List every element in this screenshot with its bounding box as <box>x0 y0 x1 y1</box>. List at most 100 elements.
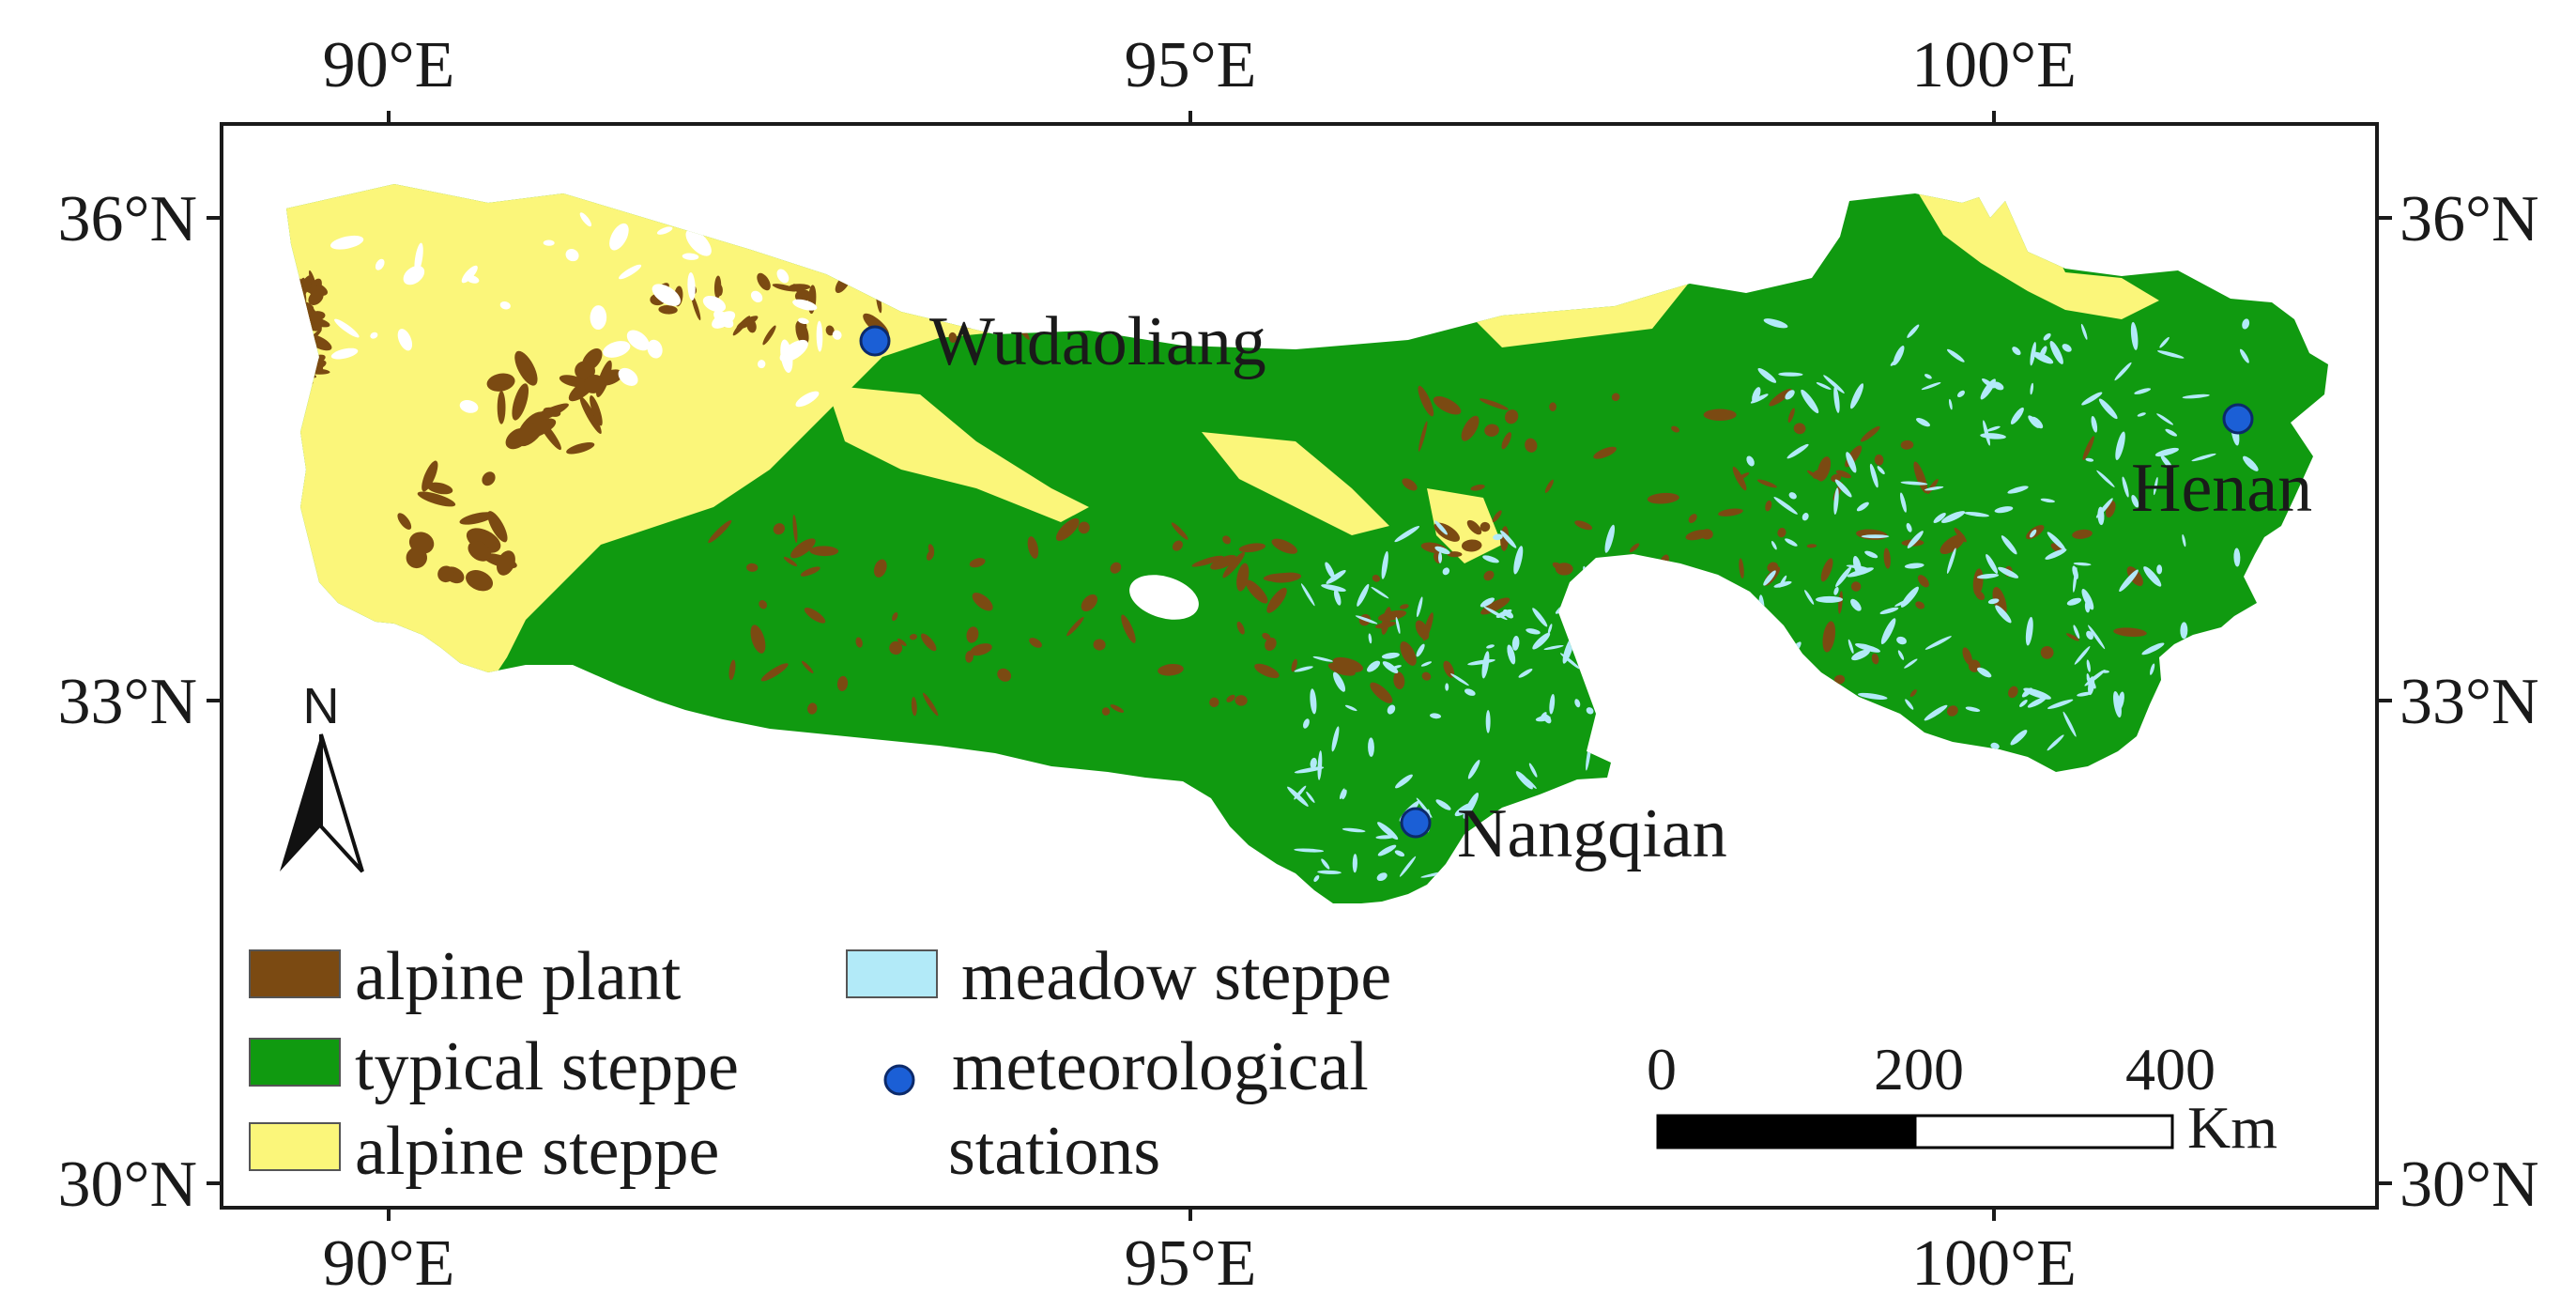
alpine-plant-patch <box>728 659 736 681</box>
meadow-steppe-patch <box>2010 730 2028 746</box>
meadow-steppe-patch <box>1869 463 1878 488</box>
alpine-plant-patch <box>809 546 839 557</box>
unvegetated-patch <box>626 330 650 351</box>
meadow-steppe-patch <box>1513 546 1524 575</box>
alpine-plant-patch <box>921 633 937 652</box>
alpine-plant-patch <box>406 547 428 569</box>
meadow-steppe-patch <box>2159 336 2170 348</box>
meadow-steppe-patch <box>2047 734 2064 751</box>
alpine-plant-patch <box>1820 558 1833 582</box>
meadow-steppe-patch <box>1604 524 1616 553</box>
meadow-steppe-patch <box>1916 417 1931 427</box>
meadow-steppe-patch <box>2028 415 2040 428</box>
alpine-plant-patch <box>497 550 515 576</box>
meadow-steppe-patch <box>1786 443 1809 459</box>
meadow-steppe-patch <box>1543 644 1564 651</box>
bottom-tick-label-100e: 100°E <box>1911 1227 2077 1300</box>
meadow-steppe-patch <box>1956 390 1965 398</box>
meadow-steppe-patch <box>2095 498 2113 518</box>
meadow-steppe-patch <box>1852 555 1863 576</box>
meadow-steppe-patch <box>1947 348 1965 362</box>
alpine-plant-patch <box>1209 697 1219 707</box>
alpine-plant-patch <box>1688 514 1697 523</box>
meadow-steppe-patch <box>2182 393 2210 399</box>
meadow-steppe-patch <box>1377 844 1397 856</box>
meadow-steppe-patch <box>1333 589 1342 606</box>
bottom-axis-labels: 90°E 95°E 100°E <box>323 1227 2077 1300</box>
meadow-steppe-patch <box>1313 874 1320 883</box>
alpine-plant-patch <box>1685 530 1710 541</box>
meadow-steppe-patch <box>1549 693 1556 715</box>
meadow-steppe-patch <box>1804 590 1815 605</box>
meadow-steppe-patch <box>1924 704 1948 721</box>
alpine-plant-patch <box>1093 639 1106 651</box>
meadow-steppe-patch <box>1486 644 1495 649</box>
meadow-steppe-patch <box>1816 382 1832 390</box>
meadow-steppe-patch <box>1994 506 2014 514</box>
alpine-plant-patch <box>1271 538 1298 554</box>
alpine-plant-patch <box>708 519 732 544</box>
unvegetated-patch <box>798 317 809 325</box>
meadow-steppe-patch <box>1526 628 1541 635</box>
unvegetated-patch <box>652 284 682 306</box>
alpine-plant-patch <box>417 491 456 507</box>
meadow-steppe-patch <box>2243 455 2259 471</box>
station-nangqian: Nangqian <box>1400 795 1727 872</box>
alpine-plant-patch <box>579 396 602 434</box>
meadow-steppe-patch <box>2047 699 2074 709</box>
meadow-steppe-patch <box>2084 600 2091 613</box>
alpine-plant-patch <box>825 325 835 336</box>
meadow-steppe-patch <box>2180 622 2188 640</box>
alpine-plant-patch <box>1399 604 1409 609</box>
meadow-steppe-patch <box>1746 455 1755 467</box>
meadow-steppe-patch <box>1833 386 1840 413</box>
alpine-plant-patch <box>1703 409 1737 422</box>
meadow-steppe-patch <box>1976 573 2000 579</box>
meadow-steppe-patch <box>1503 609 1514 619</box>
meadow-steppe-patch <box>2027 697 2047 708</box>
alpine-plant-patch <box>422 460 438 492</box>
alpine-plant-patch <box>2040 646 2054 659</box>
meadow-steppe-patch <box>2165 428 2178 437</box>
alpine-plant-patch <box>1909 689 1917 697</box>
unvegetated-patch <box>1129 575 1199 620</box>
top-tick-label-95e: 95°E <box>1125 29 1257 101</box>
alpine-plant-patch <box>948 332 958 344</box>
alpine-plant-patch <box>1913 461 1928 494</box>
tick-marks <box>207 111 2392 1221</box>
alpine-plant-patch <box>1835 470 1851 479</box>
alpine-plant-patch <box>1492 510 1502 523</box>
top-tick-label-90e: 90°E <box>323 29 455 101</box>
legend-item-alpine-steppe: alpine steppe <box>249 1113 719 1190</box>
meadow-steppe-patch <box>1823 375 1845 393</box>
scale-label-400: 400 <box>2125 1036 2216 1103</box>
meadow-steppe-patch <box>1420 661 1433 667</box>
unvegetated-patch <box>590 305 607 331</box>
alpine-plant-patch <box>497 390 506 424</box>
meadow-steppe-patch <box>1773 497 1798 515</box>
meadow-steppe-patch <box>2073 625 2080 639</box>
meadow-steppe-patch <box>2066 597 2082 606</box>
meadow-steppe-patch <box>1357 583 1370 607</box>
alpine-plant-patch <box>1101 707 1111 716</box>
alpine-plant-patch <box>1480 521 1491 532</box>
meadow-steppe-patch <box>1900 586 1919 608</box>
alpine-plant-patch <box>759 600 768 609</box>
alpine-plant-patch <box>1238 543 1266 553</box>
alpine-plant-patch <box>1962 647 1972 666</box>
meadow-steppe-patch <box>2130 321 2139 350</box>
meadow-steppe-patch <box>1851 649 1871 661</box>
alpine-steppe-strip <box>1202 432 1389 535</box>
alpine-plant-patch <box>1236 563 1250 592</box>
alpine-plant-patch <box>969 558 986 568</box>
meadow-steppe-patch <box>2007 486 2029 494</box>
alpine-plant-patch <box>1940 533 1966 555</box>
legend-label: meadow steppe <box>961 938 1391 1015</box>
meadow-steppe-patch <box>1450 673 1469 686</box>
meadow-steppe-patch <box>1485 710 1491 733</box>
alpine-plant-patch <box>1917 575 1929 588</box>
meadow-steppe-patch <box>1399 856 1417 877</box>
legend-swatch <box>846 949 938 998</box>
top-axis-labels: 90°E 95°E 100°E <box>323 29 2077 101</box>
meadow-steppe-patch <box>2191 453 2216 462</box>
